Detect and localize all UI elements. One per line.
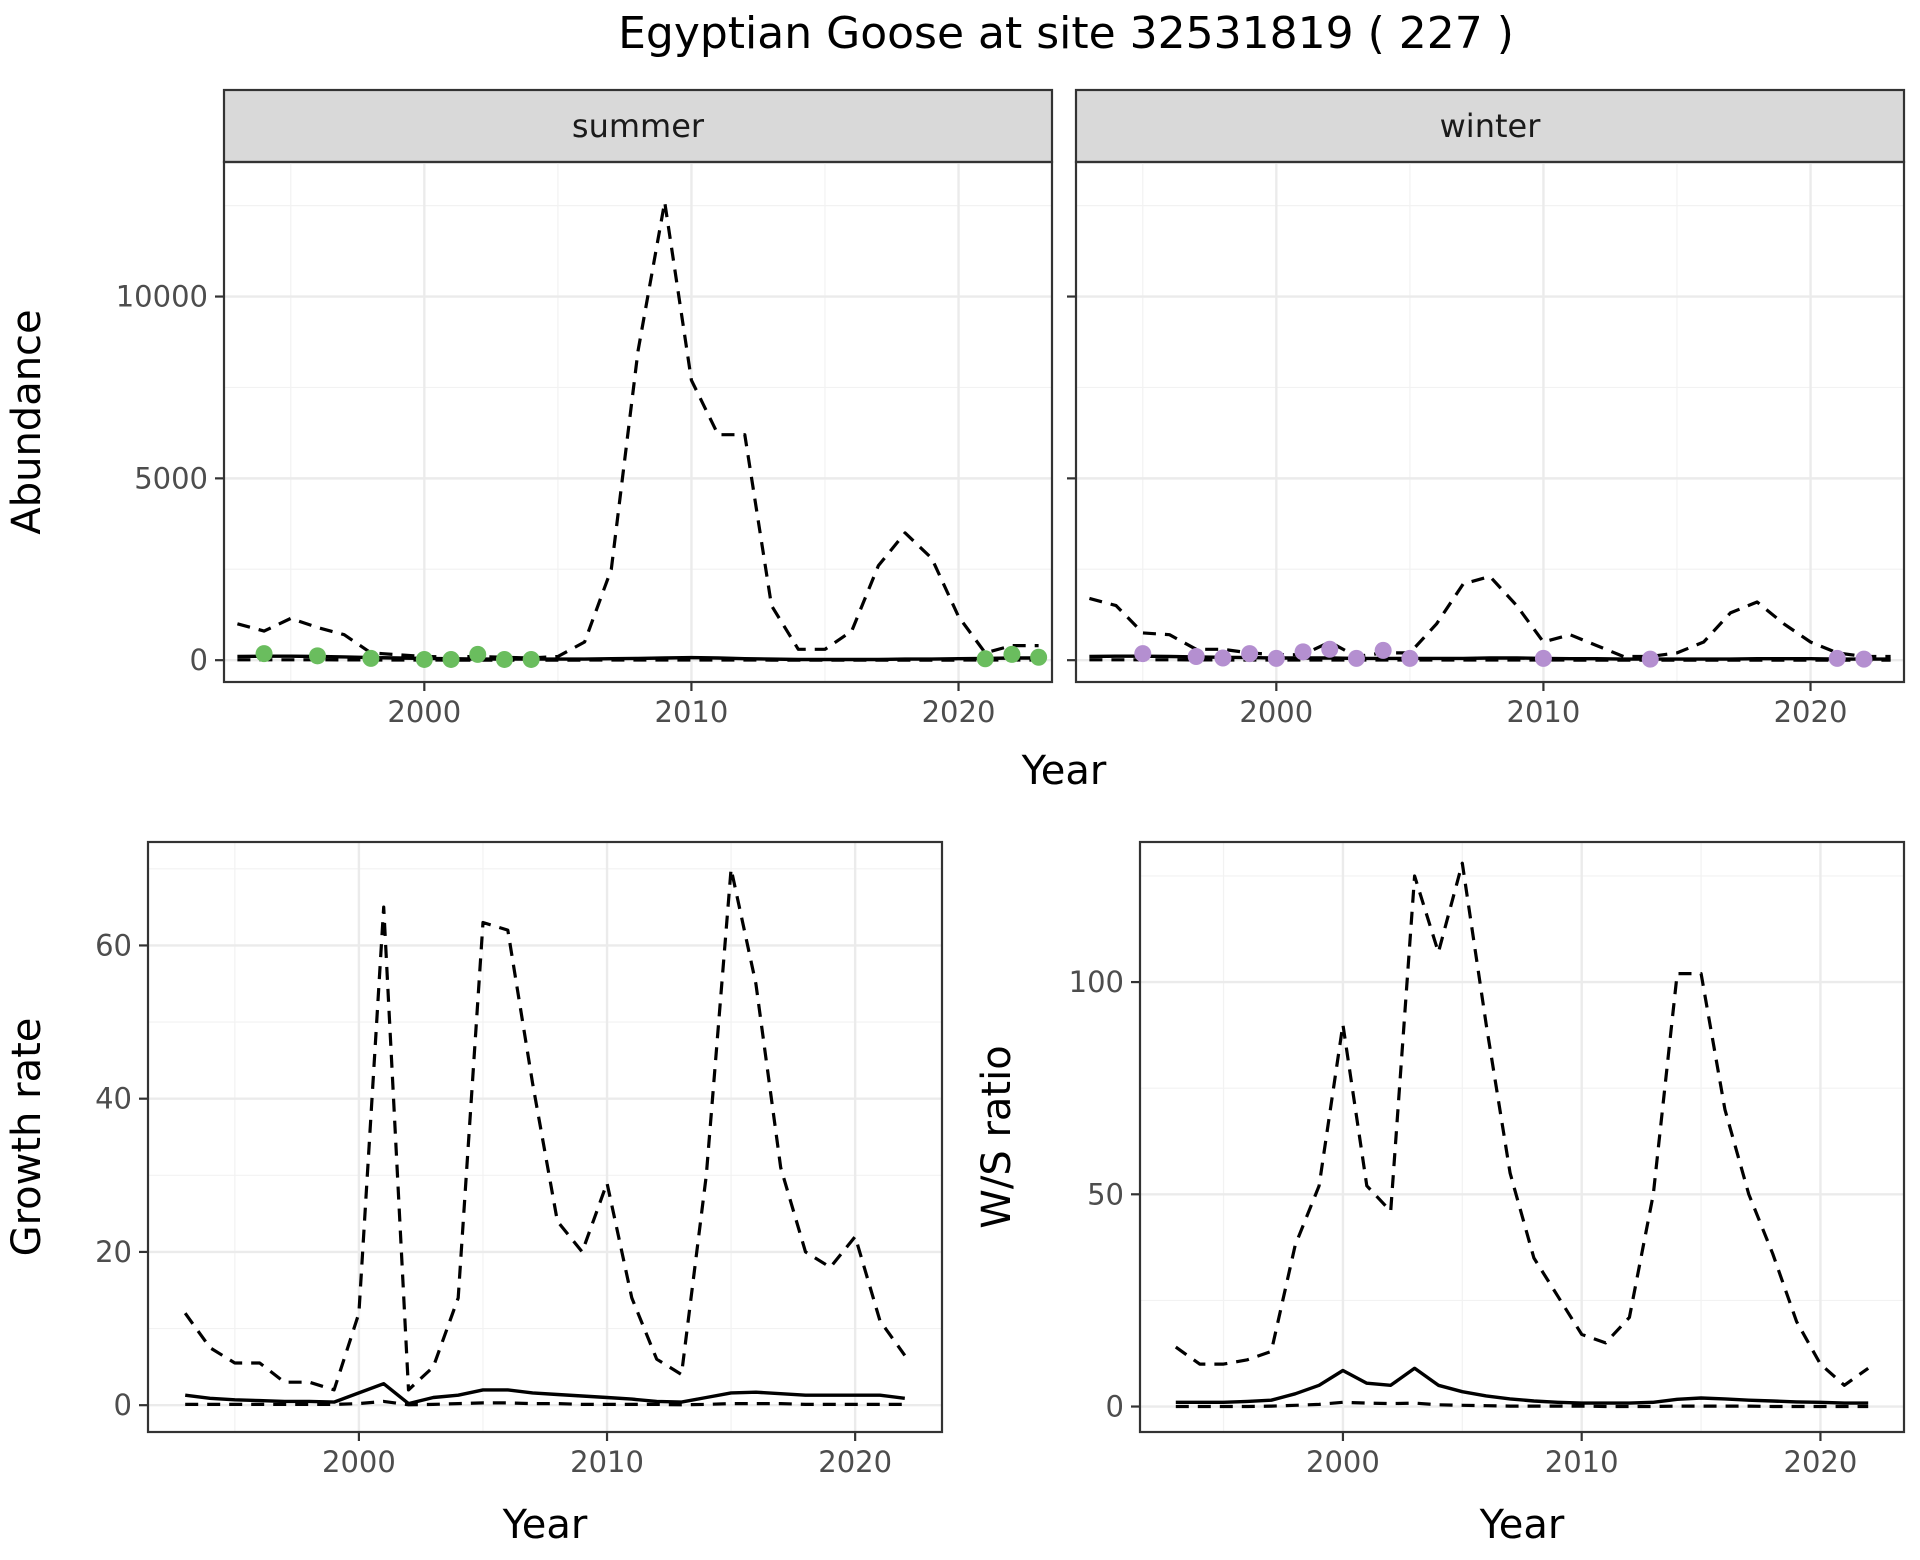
x-tick-label-ws_ratio-2: 2020 [1784,1445,1858,1479]
x-tick-label-summer-2: 2020 [922,695,996,729]
data-point-winter-4 [1267,649,1285,667]
data-point-winter-11 [1641,650,1659,668]
data-point-winter-13 [1855,650,1873,668]
y-tick-label-summer-1: 5000 [134,461,208,495]
strip-summer [222,88,1054,164]
series-line-summer-0 [236,200,1039,660]
x-ticks-winter: 2000 2010 2020 [1239,682,1847,729]
panel-winter: winter 2000 2010 2020 [1067,88,1906,729]
y-ticks-growth: 0 20 40 60 [95,928,148,1422]
x-tick-label-growth-2: 2020 [818,1445,892,1479]
data-point-summer-7 [522,650,540,668]
data-point-summer-6 [495,650,513,668]
data-point-winter-6 [1321,640,1339,658]
x-tick-label-growth-1: 2010 [570,1445,644,1479]
data-point-summer-2 [362,649,380,667]
x-ticks-growth: 2000 2010 2020 [322,1432,892,1479]
panel-ws-ratio: 2000 2010 2020 0 50 100 [1069,840,1906,1479]
y-tick-label-summer-0: 0 [190,643,208,677]
series-line-growth-0 [183,867,907,1392]
data-point-summer-4 [442,650,460,668]
y-ticks-ws: 0 50 100 [1069,965,1140,1424]
y-tick-label-growth-3: 60 [95,928,132,962]
panel-border-growth [146,840,944,1434]
x-axis-title-growth: Year [502,1502,588,1548]
figure-title: Egyptian Goose at site 32531819 ( 227 ) [618,8,1514,59]
data-point-summer-10 [1030,648,1048,666]
y-ticks-winter [1067,295,1076,662]
x-ticks-summer: 2000 2010 2020 [387,682,995,729]
marks-growth [183,867,907,1407]
y-axis-title-abundance: Abundance [4,309,50,534]
y-tick-label-growth-0: 0 [114,1388,132,1422]
strip-label-winter: winter [1440,107,1542,145]
series-line-ws_ratio-2 [1175,1400,1869,1409]
marks-winter [1088,574,1891,668]
x-tick-label-summer-0: 2000 [387,695,461,729]
panel-border-winter [1074,160,1906,684]
x-tick-label-ws_ratio-0: 2000 [1306,1445,1380,1479]
data-point-winter-9 [1401,649,1419,667]
strip-winter [1074,88,1906,164]
y-tick-label-growth-2: 40 [95,1082,132,1116]
data-point-summer-3 [415,650,433,668]
panel-border-summer [222,160,1054,684]
data-point-summer-5 [469,645,487,663]
data-point-winter-12 [1828,649,1846,667]
marks-summer [236,200,1048,668]
series-line-growth-2 [185,1399,905,1407]
panel-border-ws [1138,840,1906,1434]
y-ticks-summer: 0 5000 10000 [116,280,224,677]
data-point-winter-8 [1374,641,1392,659]
data-point-summer-9 [1003,645,1021,663]
data-point-winter-3 [1241,645,1259,663]
y-axis-title-ws: W/S ratio [974,1045,1020,1228]
y-tick-label-ws_ratio-0: 0 [1106,1390,1124,1424]
series-line-growth-1 [184,1381,906,1406]
panel-growth-rate: 2000 2010 2020 0 20 40 60 [95,840,944,1479]
marks-ws [1174,861,1870,1409]
data-point-winter-0 [1134,645,1152,663]
y-tick-label-ws_ratio-1: 50 [1087,1177,1124,1211]
data-point-winter-5 [1294,643,1312,661]
data-point-summer-1 [308,647,326,665]
panel-summer: summer 2000 2010 2020 0 5000 10000 [116,88,1054,729]
y-tick-label-growth-1: 20 [95,1235,132,1269]
x-axis-title-top: Year [1021,748,1107,794]
grid-summer [224,162,1052,682]
grid-growth [148,842,942,1432]
series-line-ws_ratio-0 [1174,861,1870,1387]
strip-label-summer: summer [572,107,705,145]
x-tick-label-ws_ratio-1: 2010 [1545,1445,1619,1479]
data-point-summer-8 [976,650,994,668]
data-point-winter-1 [1187,648,1205,666]
x-tick-label-summer-1: 2010 [655,695,729,729]
x-axis-title-ws: Year [1479,1502,1565,1548]
series-line-winter-0 [1088,574,1891,659]
data-point-winter-7 [1347,649,1365,667]
x-tick-label-winter-1: 2010 [1507,695,1581,729]
x-tick-label-winter-2: 2020 [1774,695,1848,729]
data-point-winter-10 [1534,649,1552,667]
data-point-summer-0 [255,645,273,663]
x-tick-label-winter-0: 2000 [1239,695,1313,729]
series-line-ws_ratio-1 [1175,1366,1869,1405]
y-tick-label-summer-2: 10000 [116,280,208,314]
x-tick-label-growth-0: 2000 [322,1445,396,1479]
y-axis-title-growth: Growth rate [4,1018,50,1257]
x-ticks-ws: 2000 2010 2020 [1306,1432,1857,1479]
data-point-winter-2 [1214,649,1232,667]
y-tick-label-ws_ratio-2: 100 [1069,965,1124,999]
